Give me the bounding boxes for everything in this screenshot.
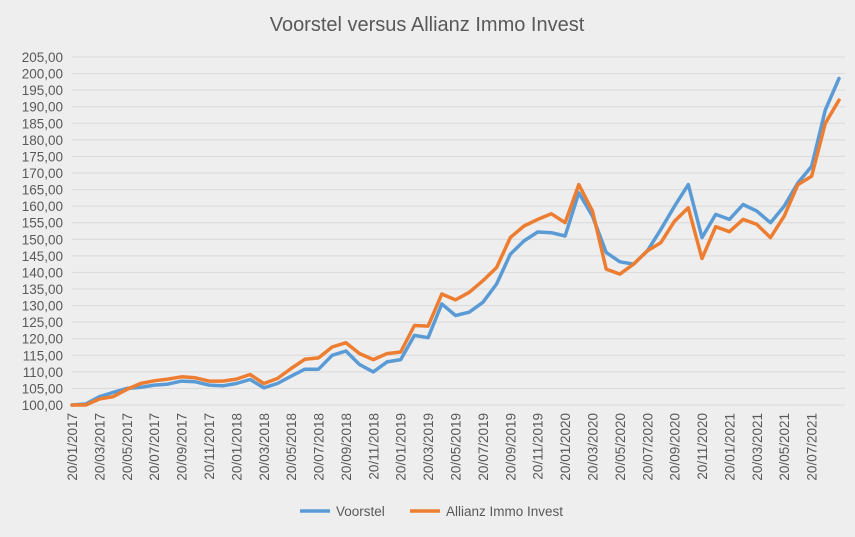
y-tick-label: 185,00	[22, 116, 63, 131]
y-tick-label: 160,00	[22, 199, 63, 214]
y-tick-label: 115,00	[23, 348, 63, 363]
y-tick-label: 165,00	[22, 183, 63, 198]
legend-label: Allianz Immo Invest	[446, 504, 563, 519]
y-tick-label: 155,00	[22, 216, 63, 231]
x-tick-label: 20/03/2020	[585, 413, 600, 481]
y-tick-label: 120,00	[22, 332, 63, 347]
x-tick-label: 20/07/2020	[640, 413, 655, 481]
legend-label: Voorstel	[336, 504, 385, 519]
series-line-voorstel	[70, 76, 841, 407]
x-tick-label: 20/11/2020	[695, 413, 710, 480]
y-tick-label: 150,00	[22, 232, 63, 247]
x-tick-label: 20/01/2021	[722, 413, 737, 481]
x-tick-label: 20/11/2017	[202, 413, 217, 480]
x-tick-label: 20/05/2017	[120, 413, 135, 481]
x-tick-label: 20/03/2018	[257, 413, 272, 481]
x-tick-label: 20/01/2020	[558, 413, 573, 481]
x-tick-label: 20/05/2019	[449, 413, 464, 481]
y-tick-label: 180,00	[22, 133, 63, 148]
x-tick-label: 20/09/2017	[175, 413, 190, 481]
x-tick-label: 20/01/2019	[394, 413, 409, 481]
y-tick-label: 190,00	[22, 100, 63, 115]
y-tick-label: 105,00	[22, 381, 63, 396]
y-tick-label: 100,00	[22, 398, 63, 413]
x-tick-label: 20/03/2017	[92, 413, 107, 481]
x-tick-label: 20/09/2020	[668, 413, 683, 481]
y-tick-label: 200,00	[22, 67, 63, 82]
x-tick-label: 20/09/2018	[339, 413, 354, 481]
y-tick-label: 145,00	[22, 249, 63, 264]
x-tick-label: 20/05/2018	[284, 413, 299, 481]
y-tick-label: 205,00	[22, 50, 63, 65]
y-tick-label: 130,00	[22, 299, 63, 314]
x-tick-label: 20/05/2021	[777, 413, 792, 481]
y-tick-label: 110,00	[23, 365, 63, 380]
y-tick-label: 135,00	[22, 282, 63, 297]
x-tick-label: 20/05/2020	[613, 413, 628, 481]
x-tick-label: 20/07/2019	[476, 413, 491, 481]
x-axis-ticks: 20/01/2017 20/03/2017 20/05/2017 20/07/2017…	[65, 413, 820, 481]
y-tick-label: 125,00	[22, 315, 63, 330]
x-tick-label: 20/07/2018	[312, 413, 327, 481]
x-tick-label: 20/03/2019	[421, 413, 436, 481]
legend: Voorstel Allianz Immo Invest	[300, 504, 563, 519]
y-tick-label: 175,00	[22, 149, 63, 164]
x-tick-label: 20/07/2021	[805, 413, 820, 481]
y-tick-label: 195,00	[22, 83, 63, 98]
series-line-allianz	[70, 98, 841, 407]
x-tick-label: 20/01/2018	[229, 413, 244, 481]
x-tick-label: 20/11/2019	[531, 413, 546, 480]
x-tick-label: 20/07/2017	[147, 413, 162, 481]
chart-title: Voorstel versus Allianz Immo Invest	[270, 14, 585, 36]
y-tick-label: 140,00	[22, 265, 63, 280]
gridlines	[72, 56, 845, 406]
series-lines	[70, 76, 841, 407]
x-tick-label: 20/03/2021	[750, 413, 765, 481]
y-tick-label: 170,00	[22, 166, 63, 181]
x-tick-label: 20/01/2017	[65, 413, 80, 481]
x-tick-label: 20/11/2018	[366, 413, 381, 480]
x-tick-label: 20/09/2019	[503, 413, 518, 481]
